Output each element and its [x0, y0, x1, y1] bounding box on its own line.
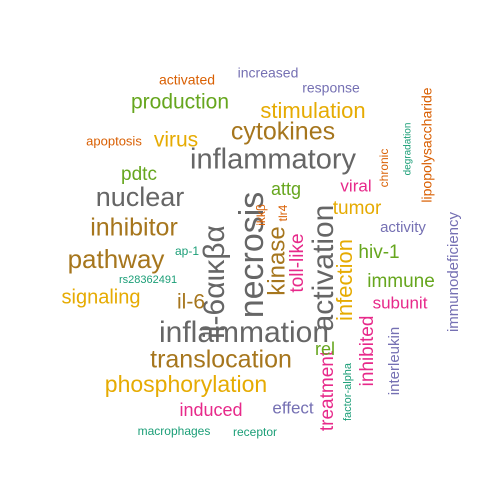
word-39: apoptosis: [86, 133, 142, 148]
word-45: degradation: [403, 123, 414, 176]
word-5: inflammatory: [190, 144, 356, 176]
word-40: chronic: [377, 149, 391, 188]
word-43: ap-1: [175, 244, 199, 258]
word-14: production: [131, 91, 229, 114]
word-37: increased: [238, 65, 299, 81]
word-16: il-6: [177, 291, 205, 314]
word-11: inhibitor: [90, 214, 178, 242]
word-8: nuclear: [96, 182, 185, 212]
word-26: attg: [271, 179, 301, 199]
word-36: response: [302, 80, 360, 96]
word-23: hiv-1: [358, 242, 399, 263]
word-22: inhibited: [357, 316, 378, 387]
word-32: activity: [380, 219, 426, 236]
word-44: rs28362491: [119, 274, 177, 286]
word-47: macrophages: [138, 424, 211, 438]
word-12: phosphorylation: [105, 371, 267, 397]
word-38: activated: [159, 72, 215, 88]
word-28: induced: [179, 400, 242, 420]
word-48: receptor: [233, 425, 277, 439]
word-46: factor-alpha: [342, 362, 354, 421]
word-4: inflammation: [159, 316, 329, 349]
word-24: treatment: [317, 350, 338, 431]
word-33: interleukin: [386, 327, 403, 395]
word-9: pathway: [68, 244, 165, 274]
word-31: effect: [272, 398, 314, 417]
word-41: ikkβ: [254, 204, 268, 226]
word-42: tlr4: [276, 204, 290, 221]
word-21: immune: [367, 271, 435, 292]
word-1: il-6αικβα: [198, 225, 231, 339]
word-6: cytokines: [231, 118, 335, 146]
word-19: toll-like: [287, 233, 308, 292]
word-30: viral: [340, 176, 371, 195]
word-18: signaling: [62, 286, 141, 308]
word-17: virus: [154, 129, 198, 152]
word-20: tumor: [333, 198, 382, 219]
word-3: activation: [307, 205, 340, 332]
word-15: infection: [332, 239, 357, 321]
word-10: kinase: [263, 226, 290, 295]
word-13: stimulation: [260, 98, 365, 123]
word-7: translocation: [150, 346, 292, 374]
word-29: subunit: [373, 293, 428, 312]
word-35: lipopolysaccharide: [419, 87, 435, 202]
word-2: necrosis: [233, 192, 271, 319]
word-25: pdtc: [121, 164, 157, 185]
word-27: rel: [315, 339, 335, 359]
word-34: immunodeficiency: [445, 211, 462, 332]
